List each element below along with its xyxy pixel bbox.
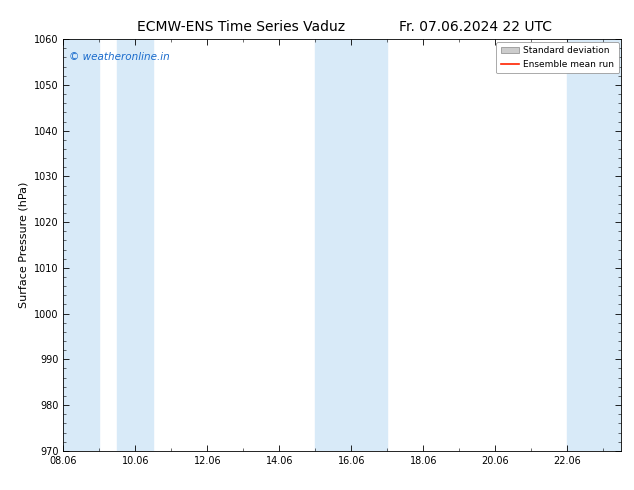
Text: Fr. 07.06.2024 22 UTC: Fr. 07.06.2024 22 UTC	[399, 20, 552, 34]
Bar	[315, 39, 387, 451]
Bar	[63, 39, 100, 451]
Legend: Standard deviation, Ensemble mean run: Standard deviation, Ensemble mean run	[496, 42, 619, 74]
Text: ECMW-ENS Time Series Vaduz: ECMW-ENS Time Series Vaduz	[137, 20, 345, 34]
Bar	[567, 39, 621, 451]
Bar	[117, 39, 153, 451]
Y-axis label: Surface Pressure (hPa): Surface Pressure (hPa)	[18, 182, 29, 308]
Text: © weatheronline.in: © weatheronline.in	[69, 51, 170, 62]
